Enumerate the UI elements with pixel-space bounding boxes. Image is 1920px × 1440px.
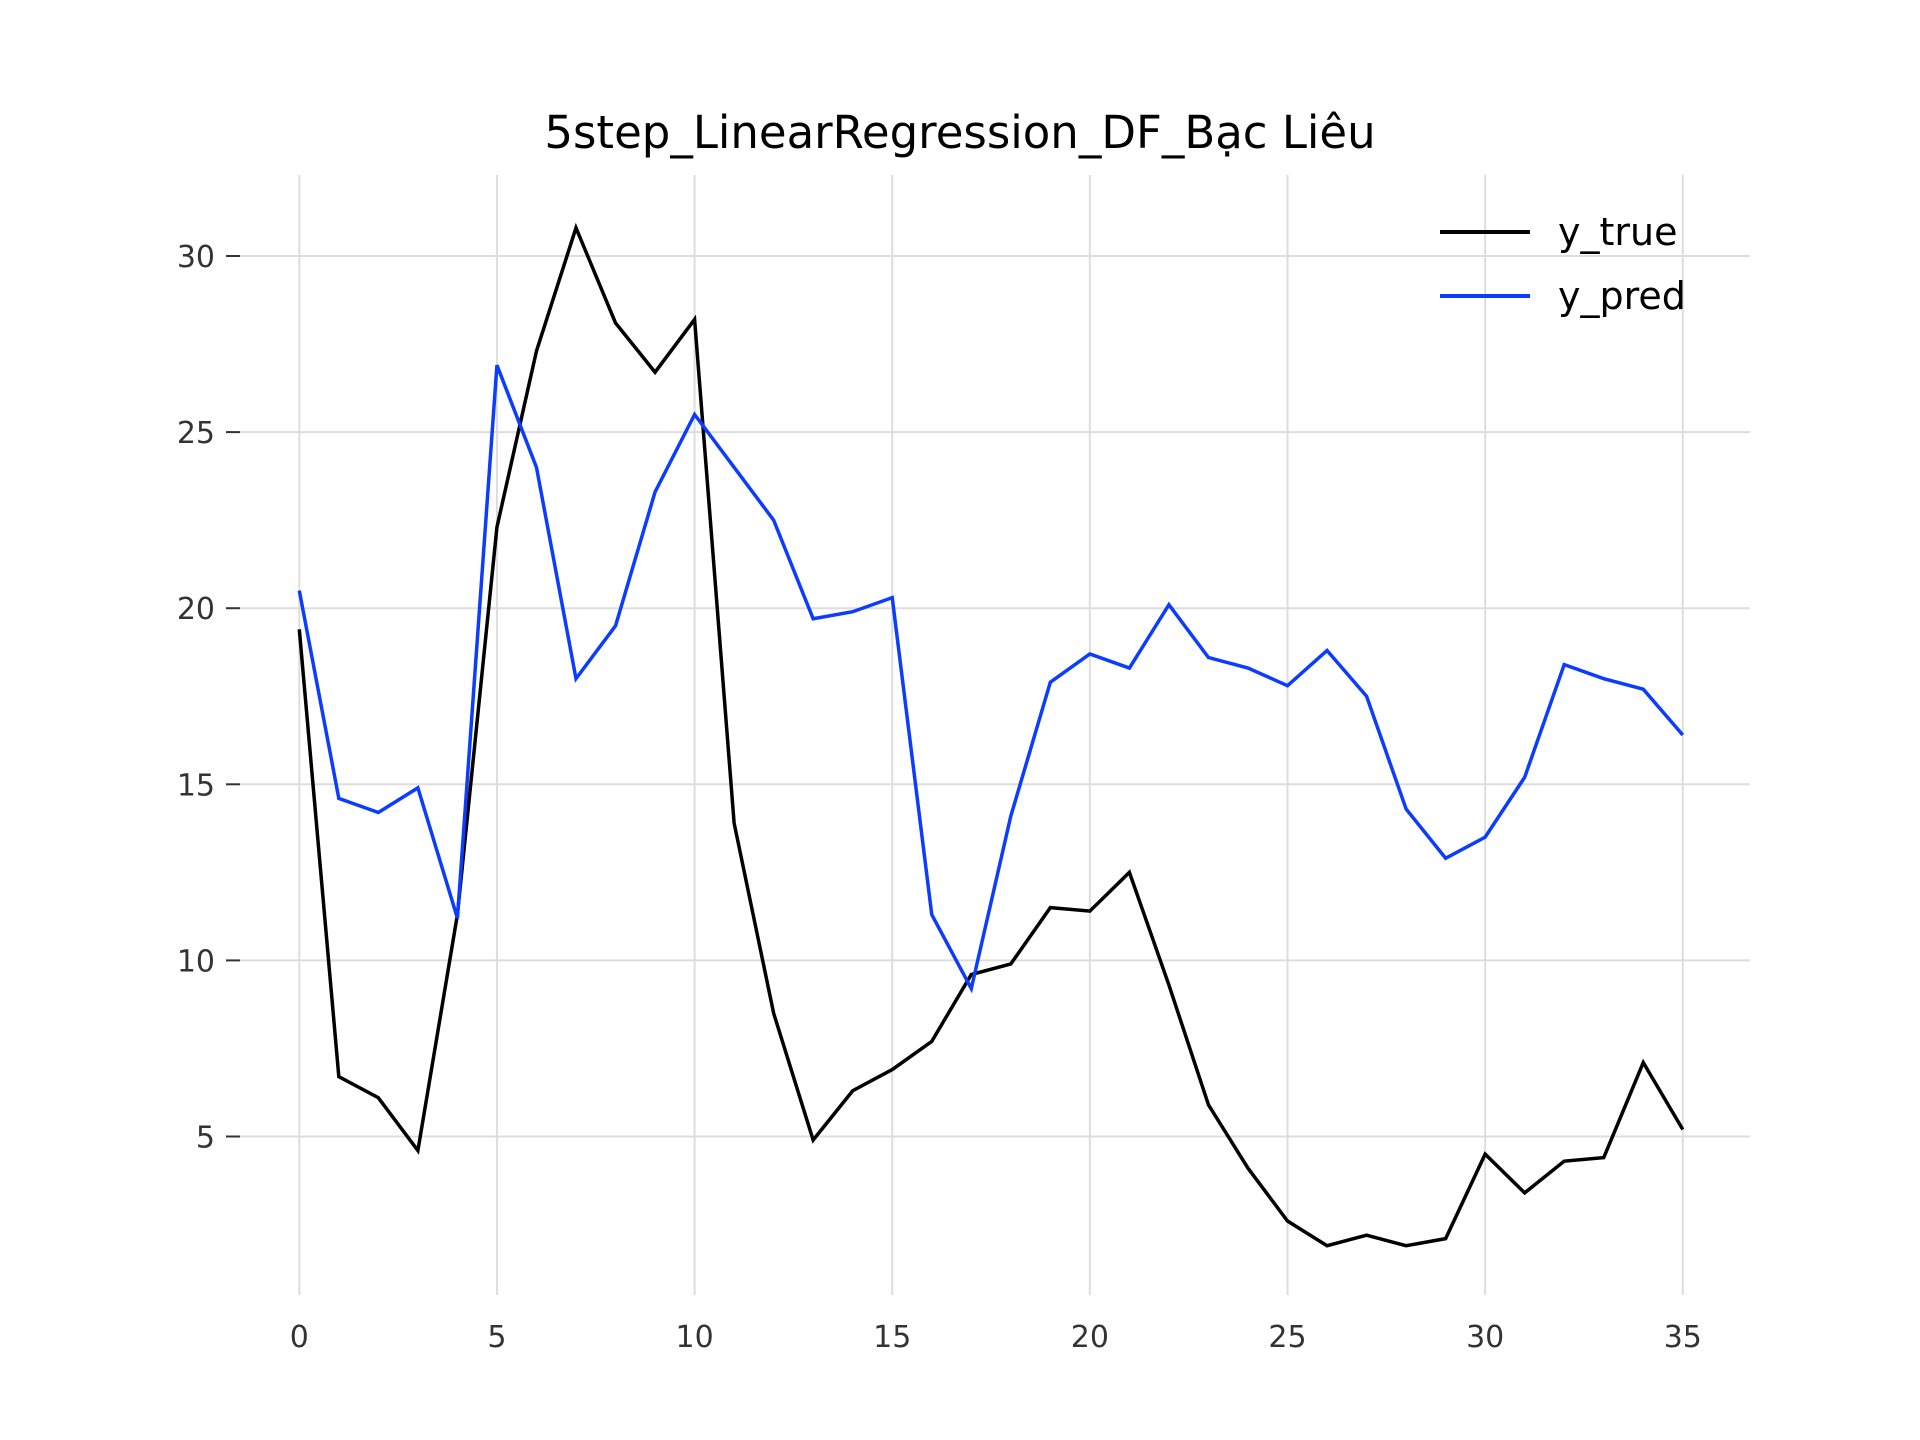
legend-label-y-pred: y_pred xyxy=(1558,274,1686,318)
legend-label-y-true: y_true xyxy=(1558,210,1677,254)
x-tick-label: 35 xyxy=(1664,1320,1702,1355)
y-tick-label: 25 xyxy=(177,416,215,451)
x-tick-label: 5 xyxy=(487,1320,506,1355)
x-tick-label: 20 xyxy=(1071,1320,1109,1355)
x-tick-label: 30 xyxy=(1466,1320,1504,1355)
chart-title: 5step_LinearRegression_DF_Bạc Liêu xyxy=(544,106,1375,159)
series-line-y-pred xyxy=(297,364,1685,994)
x-tick-label: 15 xyxy=(873,1320,911,1355)
axes: 0 5 10 15 20 25 30 35 5 10 15 20 25 30 xyxy=(177,240,1702,1355)
series-line-y-true xyxy=(297,222,1685,1248)
y-tick-label: 30 xyxy=(177,240,215,275)
x-tick-label: 0 xyxy=(290,1320,309,1355)
y-tick-label: 10 xyxy=(177,944,215,979)
y-tick-label: 5 xyxy=(196,1121,215,1156)
y-tick-label: 20 xyxy=(177,592,215,627)
legend: y_true y_pred xyxy=(1440,210,1686,318)
series-lines xyxy=(297,222,1685,1248)
grid xyxy=(240,175,1750,1295)
x-tick-label: 25 xyxy=(1268,1320,1306,1355)
x-tick-label: 10 xyxy=(675,1320,713,1355)
y-tick-label: 15 xyxy=(177,768,215,803)
